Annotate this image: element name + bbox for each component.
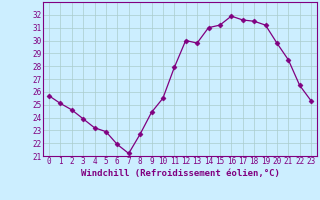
X-axis label: Windchill (Refroidissement éolien,°C): Windchill (Refroidissement éolien,°C) [81, 169, 279, 178]
